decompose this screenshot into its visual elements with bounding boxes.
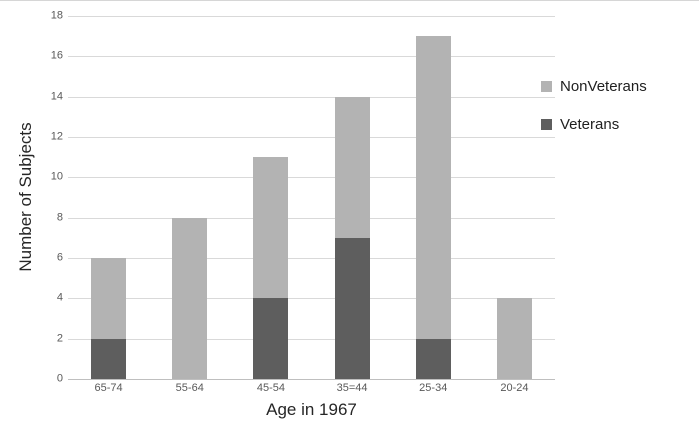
legend-label-nonveterans: NonVeterans [560, 77, 647, 95]
legend: NonVeterans Veterans [541, 78, 647, 132]
bar-segment-nonveterans [172, 217, 208, 379]
legend-entry-nonveterans: NonVeterans [541, 78, 647, 94]
x-axis-category-label: 35=44 [336, 382, 368, 394]
y-axis-tick-label: 16 [50, 49, 63, 62]
legend-entry-veterans: Veterans [541, 116, 647, 132]
gridline [68, 137, 555, 138]
bar-segment-veterans [334, 237, 370, 379]
x-axis-category-label: 25-34 [419, 382, 448, 394]
gridline [68, 16, 555, 17]
gridline [68, 298, 555, 300]
y-axis-tick-label: 6 [56, 251, 63, 264]
x-axis-line [68, 379, 555, 380]
y-axis-tick-label: 8 [56, 211, 63, 224]
y-axis-tick-label: 18 [50, 9, 63, 22]
x-axis-title: Age in 1967 [266, 400, 357, 419]
gridline [68, 338, 555, 340]
x-axis-category-label: 65-74 [94, 382, 123, 394]
y-axis-tick-label: 2 [56, 332, 63, 345]
x-axis-category-label: 55-64 [175, 382, 204, 394]
legend-label-veterans: Veterans [560, 115, 620, 133]
gridline [68, 217, 555, 219]
gridline [68, 177, 555, 179]
y-axis-title: Number of Subjects [16, 122, 35, 272]
y-axis-tick-label: 12 [50, 130, 63, 143]
y-axis-tick-label: 4 [56, 291, 63, 304]
bar-segment-veterans [415, 338, 451, 379]
bar-segment-veterans [91, 338, 127, 379]
bar-segment-nonveterans [91, 258, 127, 339]
bar-segment-nonveterans [496, 298, 532, 379]
gridline [68, 56, 555, 58]
y-axis-tick-label: 14 [50, 90, 63, 103]
bar-segment-nonveterans [253, 157, 289, 299]
x-axis-category-label: 20-24 [500, 382, 529, 394]
legend-swatch-veterans-icon [541, 118, 552, 130]
y-axis-tick-label: 10 [50, 170, 63, 183]
bar-segment-nonveterans [334, 96, 370, 238]
legend-swatch-nonveterans-icon [541, 80, 552, 92]
bar-segment-nonveterans [415, 36, 451, 339]
gridline [68, 96, 555, 98]
bar-segment-veterans [253, 298, 289, 379]
x-axis-category-label: 45-54 [256, 382, 285, 394]
y-axis-tick-label: 0 [56, 372, 63, 385]
gridline [68, 258, 555, 259]
